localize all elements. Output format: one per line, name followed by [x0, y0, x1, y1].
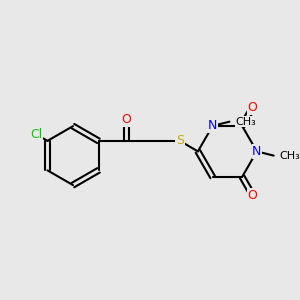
Text: O: O: [248, 189, 258, 202]
Text: N: N: [208, 119, 217, 132]
Text: N: N: [252, 145, 262, 158]
Text: O: O: [122, 113, 131, 126]
Text: CH₃: CH₃: [280, 151, 300, 160]
Text: O: O: [248, 101, 258, 114]
Text: CH₃: CH₃: [236, 117, 256, 127]
Text: S: S: [176, 134, 184, 147]
Text: Cl: Cl: [30, 128, 43, 141]
